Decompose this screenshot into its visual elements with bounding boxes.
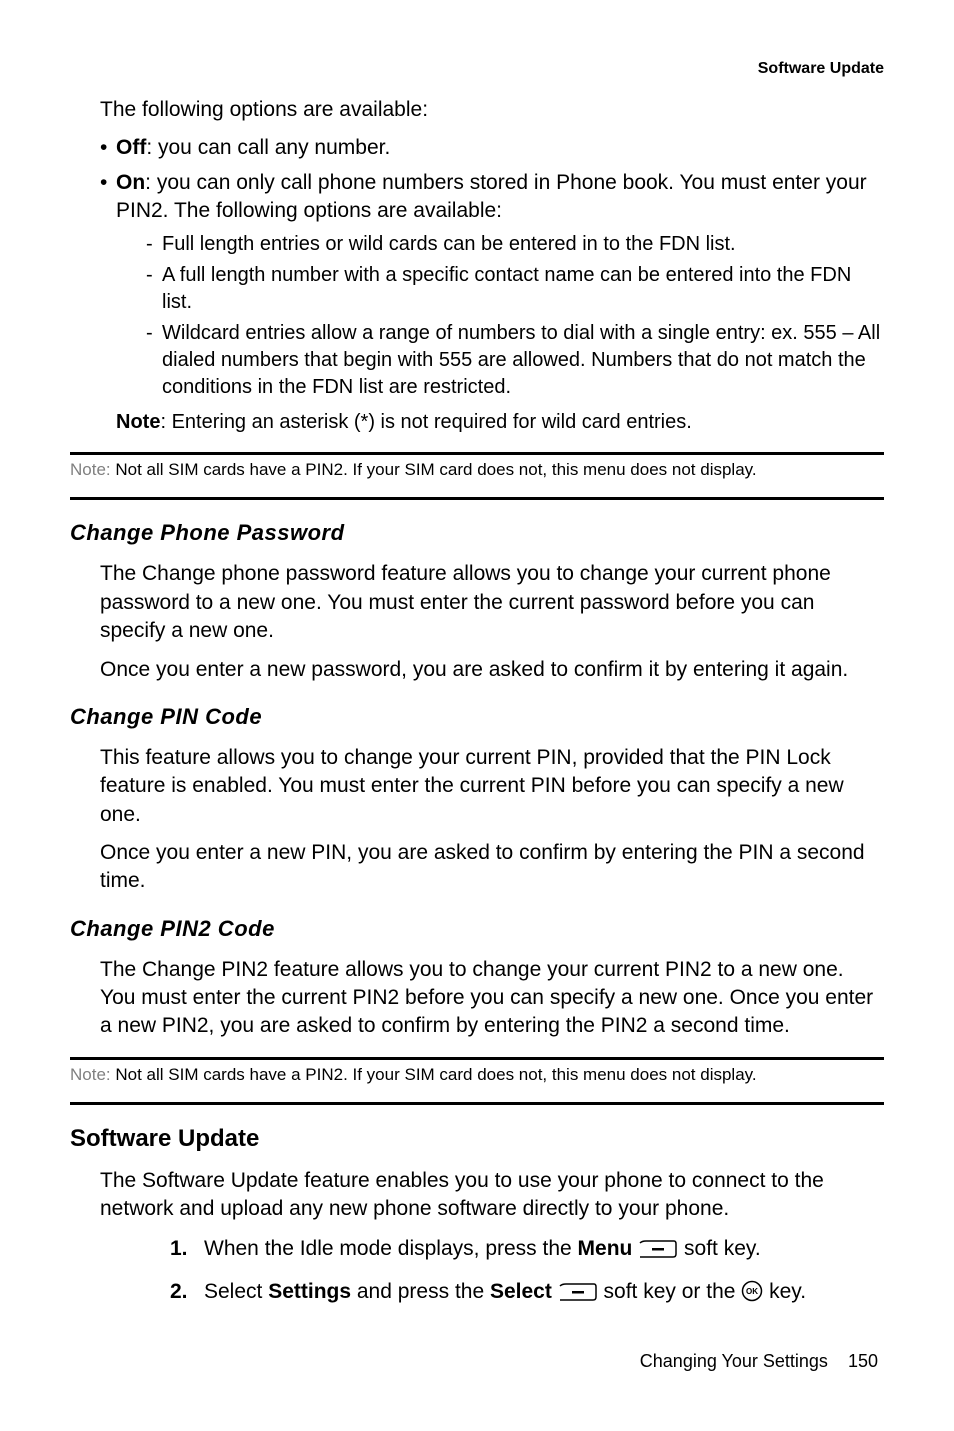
divider-2-bottom: [70, 1102, 884, 1105]
sim-note-2-text: Not all SIM cards have a PIN2. If your S…: [115, 1065, 756, 1084]
cpp-p2: Once you enter a new password, you are a…: [100, 656, 884, 684]
options-list: Off: you can call any number. On: you ca…: [100, 134, 884, 401]
step-2-post2: key.: [769, 1280, 806, 1303]
cpin2-p1: The Change PIN2 feature allows you to ch…: [100, 956, 884, 1041]
sim-note-1: Note: Not all SIM cards have a PIN2. If …: [70, 459, 884, 481]
sim-note-2: Note: Not all SIM cards have a PIN2. If …: [70, 1064, 884, 1086]
softkey-icon: [638, 1236, 678, 1268]
step-2-pre: Select: [204, 1280, 268, 1303]
on-sub-2: A full length number with a specific con…: [146, 262, 884, 316]
on-sublist: Full length entries or wild cards can be…: [146, 231, 884, 401]
step-2-select: Select: [490, 1280, 552, 1303]
cpin-p1: This feature allows you to change your c…: [100, 744, 884, 829]
svg-text:OK: OK: [746, 1287, 758, 1296]
asterisk-note: Note: Entering an asterisk (*) is not re…: [116, 409, 884, 436]
option-on: On: you can only call phone numbers stor…: [100, 169, 884, 402]
option-off: Off: you can call any number.: [100, 134, 884, 162]
heading-software-update: Software Update: [70, 1125, 884, 1153]
asterisk-note-label: Note: [116, 411, 160, 433]
on-sub-3: Wildcard entries allow a range of number…: [146, 320, 884, 401]
page-footer: Changing Your Settings 150: [70, 1351, 884, 1372]
running-header: Software Update: [70, 60, 884, 78]
step-2-mid: and press the: [351, 1280, 490, 1303]
step-1-num: 1.: [170, 1233, 188, 1265]
step-2-settings: Settings: [268, 1280, 351, 1303]
option-on-text: : you can only call phone numbers stored…: [116, 171, 867, 222]
cpin-p2: Once you enter a new PIN, you are asked …: [100, 839, 884, 896]
step-2-post1: soft key or the: [604, 1280, 742, 1303]
ok-key-icon: OK: [741, 1280, 763, 1312]
option-off-text: : you can call any number.: [146, 136, 390, 159]
softkey-icon-2: [558, 1279, 598, 1311]
sim-note-1-text: Not all SIM cards have a PIN2. If your S…: [115, 460, 756, 479]
heading-change-phone-password: Change Phone Password: [70, 520, 884, 546]
step-1-post: soft key.: [684, 1237, 761, 1260]
footer-chapter: Changing Your Settings: [640, 1351, 828, 1371]
su-p1: The Software Update feature enables you …: [100, 1167, 884, 1224]
footer-page-number: 150: [848, 1351, 878, 1371]
step-1-pre: When the Idle mode displays, press the: [204, 1237, 578, 1260]
sim-note-2-label: Note:: [70, 1065, 115, 1084]
divider-2-top: [70, 1057, 884, 1060]
step-1: 1. When the Idle mode displays, press th…: [170, 1233, 884, 1268]
divider-1-bottom: [70, 497, 884, 500]
divider-1-top: [70, 452, 884, 455]
steps-list: 1. When the Idle mode displays, press th…: [170, 1233, 884, 1311]
option-off-label: Off: [116, 136, 146, 159]
cpp-p1: The Change phone password feature allows…: [100, 560, 884, 645]
option-on-label: On: [116, 171, 145, 194]
heading-change-pin: Change PIN Code: [70, 704, 884, 730]
step-1-menu: Menu: [578, 1237, 633, 1260]
step-2-num: 2.: [170, 1276, 188, 1308]
step-2: 2. Select Settings and press the Select …: [170, 1276, 884, 1312]
sim-note-1-label: Note:: [70, 460, 115, 479]
asterisk-note-text: : Entering an asterisk (*) is not requir…: [160, 411, 691, 433]
intro-text: The following options are available:: [100, 96, 884, 124]
heading-change-pin2: Change PIN2 Code: [70, 916, 884, 942]
on-sub-1: Full length entries or wild cards can be…: [146, 231, 884, 258]
